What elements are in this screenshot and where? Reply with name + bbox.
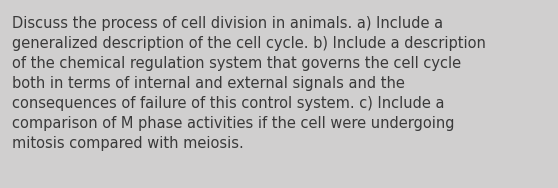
Text: Discuss the process of cell division in animals. a) Include a
generalized descri: Discuss the process of cell division in … [12, 16, 486, 151]
